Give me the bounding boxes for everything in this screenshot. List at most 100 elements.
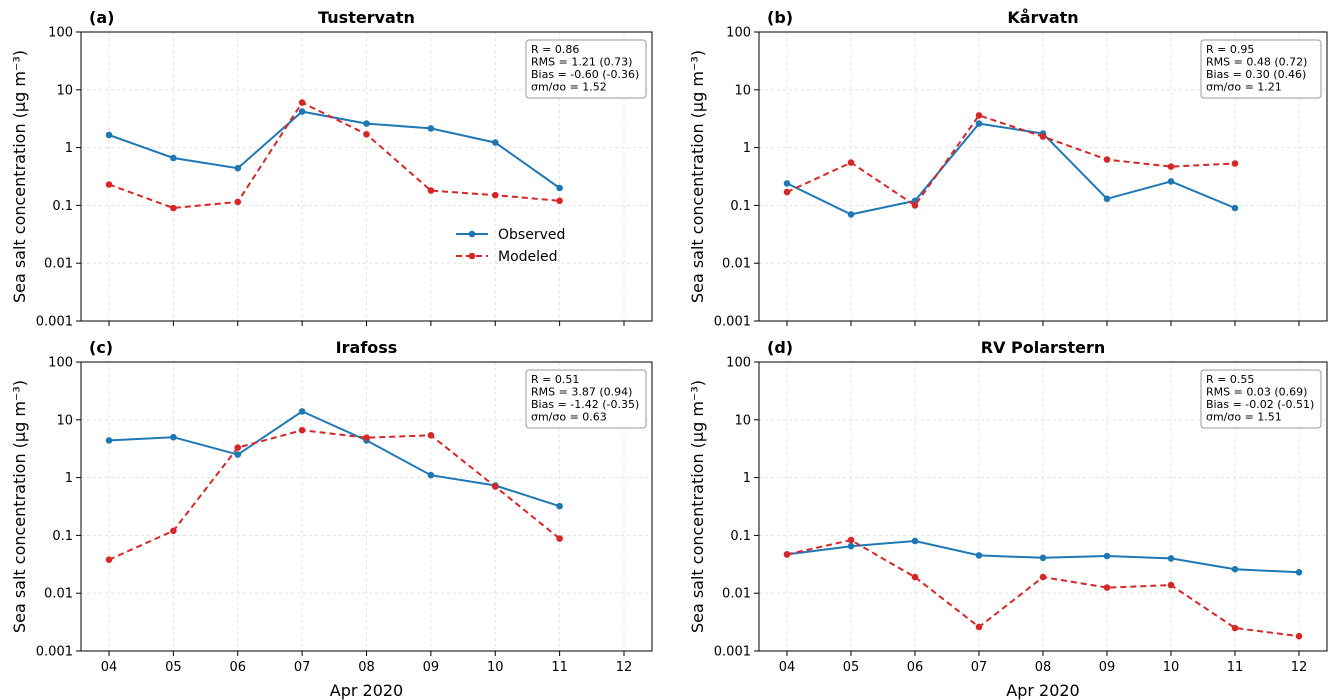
y-tick-label: 0.01 bbox=[722, 257, 751, 272]
y-axis-label: Sea salt concentration (μg m⁻³) bbox=[688, 380, 707, 633]
x-tick-label: 08 bbox=[1035, 660, 1052, 675]
series-line-observed bbox=[786, 122, 1236, 216]
data-point-modeled bbox=[170, 204, 177, 212]
x-tick-label: 10 bbox=[487, 660, 504, 675]
data-point-observed bbox=[1167, 555, 1175, 562]
y-axis-label: Sea salt concentration (μg m⁻³) bbox=[10, 380, 29, 633]
stats-line: σm/σo = 1.21 bbox=[1206, 81, 1282, 94]
panel-1: 0.001 0.01 0.1 1 10 100 Tustervatn (a) Sea salt … bbox=[10, 8, 653, 330]
stats-box bbox=[525, 39, 647, 99]
x-tick-label: 06 bbox=[907, 660, 924, 675]
y-tick-label: 1 bbox=[65, 471, 73, 486]
y-tick-label: 0.1 bbox=[52, 199, 73, 214]
y-tick-label: 0.001 bbox=[36, 645, 73, 660]
panel-title: RV Polarstern bbox=[981, 338, 1105, 357]
data-point-modeled bbox=[1103, 156, 1111, 163]
panel-4: 0.001 0.01 0.1 1 10 100 04 05 06 07 08 09 10 11 12 RV P… bbox=[688, 338, 1328, 700]
stats-line: Bias = -0.60 (-0.36) bbox=[531, 68, 639, 81]
data-point-observed bbox=[975, 120, 983, 127]
data-point-observed bbox=[105, 131, 113, 139]
panel-title: Kårvatn bbox=[1007, 8, 1078, 27]
data-point-modeled bbox=[234, 198, 242, 206]
y-tick-label: 0.001 bbox=[714, 645, 751, 660]
x-tick-label: 09 bbox=[423, 660, 440, 675]
data-point-modeled bbox=[363, 434, 370, 442]
x-tick-label: 04 bbox=[101, 660, 118, 675]
data-point-modeled bbox=[1167, 163, 1175, 170]
data-point-modeled bbox=[783, 551, 791, 558]
data-point-observed bbox=[170, 433, 177, 441]
panel-label: (b) bbox=[767, 8, 793, 27]
data-point-observed bbox=[363, 120, 370, 127]
data-point-modeled bbox=[975, 112, 983, 119]
data-point-modeled bbox=[105, 556, 113, 563]
y-tick-label: 0.01 bbox=[722, 587, 751, 602]
y-tick-label: 0.01 bbox=[44, 587, 73, 602]
panel-title: Irafoss bbox=[336, 338, 398, 357]
data-point-observed bbox=[975, 552, 983, 559]
y-axis-label: Sea salt concentration (μg m⁻³) bbox=[10, 50, 29, 303]
y-tick-label: 1 bbox=[743, 141, 751, 156]
data-point-modeled bbox=[556, 535, 563, 542]
data-point-modeled bbox=[105, 181, 113, 188]
stats-line: R = 0.86 bbox=[531, 43, 579, 56]
data-point-observed bbox=[911, 537, 919, 545]
data-point-modeled bbox=[556, 197, 563, 205]
x-tick-label: 12 bbox=[1291, 660, 1308, 675]
y-tick-label: 0.1 bbox=[52, 529, 73, 544]
data-point-modeled bbox=[1295, 632, 1303, 640]
data-point-modeled bbox=[1039, 133, 1047, 140]
data-point-observed bbox=[1295, 569, 1303, 576]
x-tick-label: 07 bbox=[971, 660, 988, 675]
y-tick-label: 100 bbox=[726, 356, 751, 371]
data-point-modeled bbox=[911, 573, 919, 581]
stats-line: σm/σo = 0.63 bbox=[531, 411, 607, 424]
data-point-observed bbox=[783, 180, 791, 187]
x-tick-label: 11 bbox=[551, 660, 568, 675]
data-point-observed bbox=[1231, 565, 1239, 573]
data-point-observed bbox=[298, 408, 306, 415]
panel-2: 0.001 0.01 0.1 1 10 100 Kårvatn (b) Sea salt con… bbox=[688, 8, 1328, 330]
y-axis-label: Sea salt concentration (μg m⁻³) bbox=[688, 50, 707, 303]
stats-line: RMS = 3.87 (0.94) bbox=[531, 386, 632, 399]
y-tick-label: 100 bbox=[726, 26, 751, 41]
x-axis-label: Apr 2020 bbox=[330, 681, 403, 700]
legend-label-observed: Observed bbox=[498, 227, 565, 243]
data-point-observed bbox=[427, 471, 435, 479]
stats-line: R = 0.55 bbox=[1206, 373, 1254, 386]
data-point-observed bbox=[1231, 204, 1239, 212]
series-line-modeled bbox=[108, 101, 560, 210]
data-point-modeled bbox=[1103, 584, 1111, 591]
data-point-modeled bbox=[234, 444, 242, 451]
x-tick-label: 12 bbox=[616, 660, 633, 675]
series-line-modeled bbox=[108, 429, 561, 561]
y-tick-label: 1 bbox=[65, 141, 73, 156]
data-point-observed bbox=[1039, 554, 1047, 562]
data-point-modeled bbox=[1231, 624, 1239, 632]
data-point-modeled bbox=[427, 432, 435, 439]
data-point-modeled bbox=[298, 426, 306, 434]
data-point-observed bbox=[847, 542, 855, 550]
stats-line: RMS = 0.48 (0.72) bbox=[1206, 56, 1307, 69]
y-tick-label: 100 bbox=[48, 26, 73, 41]
x-tick-label: 04 bbox=[779, 660, 796, 675]
x-tick-label: 06 bbox=[229, 660, 246, 675]
legend-marker-observed bbox=[468, 230, 476, 238]
stats-line: R = 0.51 bbox=[531, 373, 579, 386]
data-point-observed bbox=[170, 154, 177, 162]
data-point-observed bbox=[847, 211, 855, 218]
stats-line: Bias = 0.30 (0.46) bbox=[1206, 68, 1306, 81]
x-tick-label: 10 bbox=[1163, 660, 1180, 675]
data-point-observed bbox=[556, 184, 563, 192]
data-point-modeled bbox=[363, 131, 370, 138]
data-point-observed bbox=[1103, 195, 1111, 203]
x-tick-label: 05 bbox=[843, 660, 860, 675]
x-axis-label: Apr 2020 bbox=[1006, 681, 1079, 700]
data-point-observed bbox=[556, 502, 563, 510]
data-point-modeled bbox=[911, 202, 919, 209]
x-tick-label: 08 bbox=[358, 660, 375, 675]
data-point-modeled bbox=[847, 536, 855, 544]
stats-line: RMS = 0.03 (0.69) bbox=[1206, 386, 1307, 399]
stats-line: σm/σo = 1.52 bbox=[531, 81, 607, 94]
